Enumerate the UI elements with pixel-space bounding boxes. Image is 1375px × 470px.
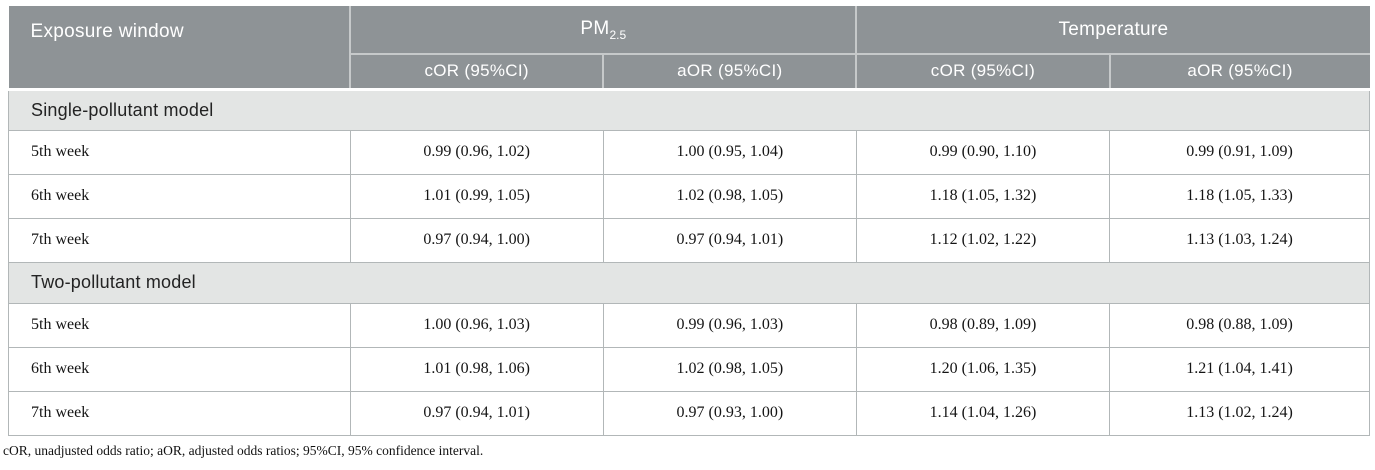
cell-value: 1.13 (1.02, 1.24) — [1109, 390, 1370, 436]
subheader-temp-cor: cOR (95%CI) — [855, 53, 1110, 89]
cell-value: 1.01 (0.98, 1.06) — [349, 346, 604, 392]
table-row: 6th week 1.01 (0.98, 1.06) 1.02 (0.98, 1… — [8, 346, 1370, 392]
cell-value: 1.14 (1.04, 1.26) — [855, 390, 1111, 436]
row-label: 6th week — [8, 173, 351, 219]
section-band-two-pollutant: Two-pollutant model — [8, 261, 1370, 304]
row-label: 6th week — [8, 346, 351, 392]
header-group-row: Exposure window PM2.5 Temperature — [8, 6, 1370, 89]
section-label: Two-pollutant model — [8, 261, 1370, 304]
row-label: 5th week — [8, 129, 351, 175]
table-row: 7th week 0.97 (0.94, 1.01) 0.97 (0.93, 1… — [8, 390, 1370, 436]
table-row: 6th week 1.01 (0.99, 1.05) 1.02 (0.98, 1… — [8, 173, 1370, 219]
table-row: 5th week 1.00 (0.96, 1.03) 0.99 (0.96, 1… — [8, 302, 1370, 348]
cell-value: 0.99 (0.91, 1.09) — [1109, 129, 1370, 175]
cell-value: 1.18 (1.05, 1.33) — [1109, 173, 1370, 219]
table-footnote: cOR, unadjusted odds ratio; aOR, adjuste… — [3, 442, 484, 458]
cell-value: 0.98 (0.89, 1.09) — [855, 302, 1111, 348]
row-label: 5th week — [8, 302, 351, 348]
table-container: Exposure window PM2.5 Temperature cOR (9… — [3, 6, 1370, 458]
section-label: Single-pollutant model — [8, 87, 1370, 131]
pm-label: PM — [580, 17, 610, 39]
cell-value: 1.13 (1.03, 1.24) — [1109, 217, 1370, 263]
cell-value: 0.99 (0.90, 1.10) — [855, 129, 1111, 175]
cell-value: 0.97 (0.94, 1.01) — [349, 390, 604, 436]
odds-ratio-table: Exposure window PM2.5 Temperature cOR (9… — [8, 6, 1370, 436]
subheader-pm-cor: cOR (95%CI) — [349, 53, 604, 89]
subheader-pm-aor: aOR (95%CI) — [602, 53, 857, 89]
cell-value: 1.02 (0.98, 1.05) — [602, 346, 857, 392]
header-group-pm25: PM2.5 — [349, 6, 857, 54]
header-exposure-window: Exposure window — [8, 6, 351, 89]
cell-value: 1.00 (0.96, 1.03) — [349, 302, 604, 348]
header-group-temperature: Temperature — [855, 6, 1370, 54]
cell-value: 1.02 (0.98, 1.05) — [602, 173, 857, 219]
table-row: 7th week 0.97 (0.94, 1.00) 0.97 (0.94, 1… — [8, 217, 1370, 263]
pm-subscript: 2.5 — [609, 27, 627, 42]
cell-value: 0.97 (0.94, 1.01) — [602, 217, 857, 263]
cell-value: 1.12 (1.02, 1.22) — [855, 217, 1111, 263]
cell-value: 1.20 (1.06, 1.35) — [855, 346, 1111, 392]
row-label: 7th week — [8, 390, 351, 436]
cell-value: 1.00 (0.95, 1.04) — [602, 129, 857, 175]
section-band-single-pollutant: Single-pollutant model — [8, 87, 1370, 131]
table-header: Exposure window PM2.5 Temperature cOR (9… — [8, 6, 1370, 89]
table-body: Single-pollutant model 5th week 0.99 (0.… — [8, 87, 1370, 436]
row-label: 7th week — [8, 217, 351, 263]
subheader-temp-aor: aOR (95%CI) — [1108, 53, 1370, 89]
cell-value: 1.01 (0.99, 1.05) — [349, 173, 604, 219]
cell-value: 0.99 (0.96, 1.02) — [349, 129, 604, 175]
header-subrow: cOR (95%CI) aOR (95%CI) cOR (95%CI) aOR … — [9, 53, 1370, 89]
cell-value: 0.99 (0.96, 1.03) — [602, 302, 857, 348]
cell-value: 1.21 (1.04, 1.41) — [1109, 346, 1370, 392]
cell-value: 0.97 (0.94, 1.00) — [349, 217, 604, 263]
table-row: 5th week 0.99 (0.96, 1.02) 1.00 (0.95, 1… — [8, 129, 1370, 175]
cell-value: 0.97 (0.93, 1.00) — [602, 390, 857, 436]
cell-value: 0.98 (0.88, 1.09) — [1109, 302, 1370, 348]
cell-value: 1.18 (1.05, 1.32) — [855, 173, 1111, 219]
